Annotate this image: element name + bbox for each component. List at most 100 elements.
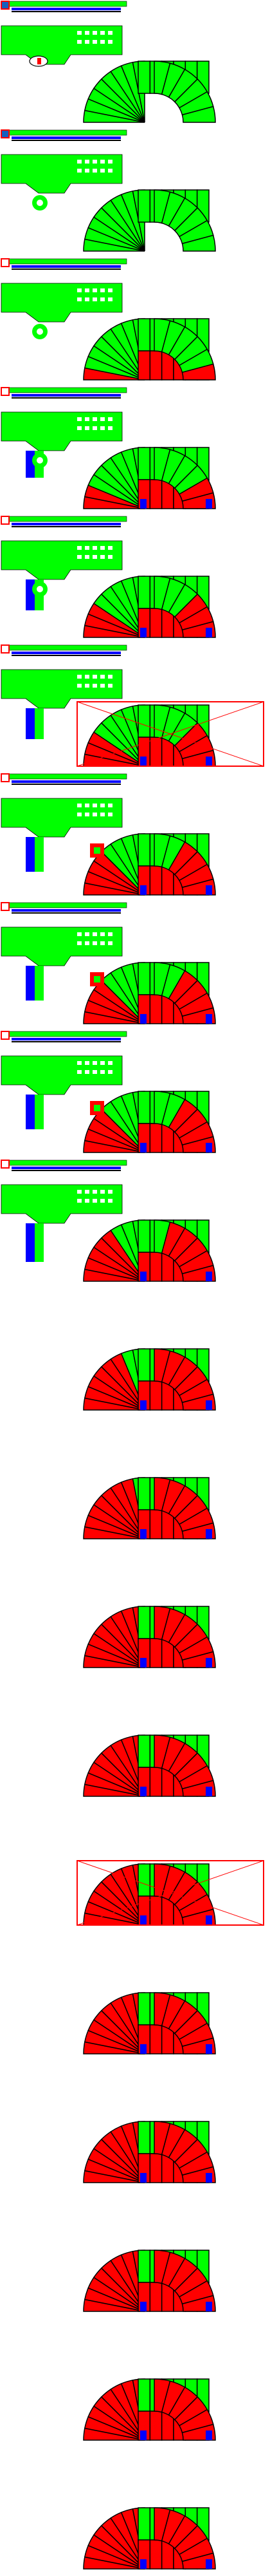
duct-straight-lower [149, 608, 163, 638]
panel-body [1, 926, 123, 966]
panel-dot [100, 160, 105, 164]
panel-corner-box [1, 644, 10, 653]
duct-straight-segment [138, 704, 151, 738]
duct-straight-segment [138, 1606, 151, 1639]
panel-body [1, 411, 123, 451]
duct-group [83, 833, 216, 896]
duct-bend-segment [181, 106, 216, 123]
panel-black-rule [12, 140, 121, 141]
duct-joint [140, 885, 147, 895]
panel-dot [77, 804, 82, 807]
frame [0, 1030, 270, 1159]
duct-joint [140, 499, 147, 509]
duct-straight-segment [138, 833, 151, 867]
panel-dot [100, 555, 105, 559]
duct-group [83, 576, 216, 638]
highlight-box [76, 1860, 264, 1926]
panel-dot [108, 555, 113, 559]
frame-canvas [83, 1477, 216, 1539]
duct-joint [206, 2559, 212, 2569]
panel-blue-strip [26, 451, 35, 478]
duct-joint [206, 2044, 212, 2054]
duct-group [83, 1992, 216, 2054]
panel-dot [77, 813, 82, 816]
duct-straight-segment [138, 2121, 151, 2154]
panel-dot [77, 160, 82, 164]
duct-straight-segment [138, 1091, 151, 1124]
duct-group [83, 1219, 216, 1282]
panel-dot [108, 288, 113, 292]
panel-dot [77, 1199, 82, 1203]
frame-canvas [83, 2378, 216, 2441]
duct-straight-segment [138, 189, 151, 223]
panel-dot [108, 160, 113, 164]
panel-body [1, 283, 123, 323]
panel-dot [108, 426, 113, 430]
panel-blue-rule [12, 394, 121, 397]
panel-dot [93, 1190, 97, 1194]
duct-joint [206, 1529, 212, 1539]
duct-straight-lower [149, 1767, 163, 1797]
frame [0, 644, 270, 773]
panel-blue-strip [26, 1223, 35, 1262]
panel-dot [108, 675, 113, 679]
frame [0, 2318, 270, 2447]
panel-dot [93, 546, 97, 550]
panel-dot [85, 932, 89, 936]
duct-joint [206, 1143, 212, 1152]
duct-straight-segment [138, 1992, 151, 2026]
frame-canvas [1, 1160, 216, 1282]
duct-joint [206, 1400, 212, 1410]
duct-joint [140, 1658, 147, 1668]
duct-group [83, 704, 216, 767]
highlight-diagonal [76, 701, 264, 767]
frame-canvas [83, 2121, 216, 2183]
panel-black-rule [12, 11, 121, 12]
panel-blue-rule [12, 652, 121, 654]
panel-dot [85, 426, 89, 430]
panel-dot [100, 426, 105, 430]
duct-joint [206, 1272, 212, 1281]
duct-joint [140, 1272, 147, 1281]
duct-straight-lower [149, 2282, 163, 2312]
duct-joint [206, 1014, 212, 1024]
panel-dot [85, 1190, 89, 1194]
panel-body [1, 669, 123, 709]
duct-group [83, 1477, 216, 1539]
panel-dot [108, 31, 113, 35]
panel-dot [100, 684, 105, 688]
panel-dot [100, 804, 105, 807]
frame [0, 1416, 270, 1545]
frame-canvas [1, 258, 216, 381]
frame [0, 1674, 270, 1803]
duct-joint [206, 2302, 212, 2311]
panel-dot [93, 169, 97, 173]
duct-joint [206, 499, 212, 509]
frame [0, 386, 270, 515]
highlight-diagonal [76, 1860, 264, 1926]
panel-dot [108, 40, 113, 44]
panel-body [1, 154, 123, 194]
panel-body [1, 540, 123, 580]
frame-canvas [1, 644, 264, 767]
chip-gear-hub [37, 586, 43, 592]
panel-dot [100, 297, 105, 301]
panel-dot [100, 417, 105, 421]
panel-dot [93, 160, 97, 164]
panel-top-band [1, 902, 127, 908]
panel-top-band [1, 773, 127, 780]
frame-canvas [1, 387, 216, 509]
duct-joint [140, 2559, 147, 2569]
panel-blue-rule [12, 136, 121, 139]
duct-joint [206, 885, 212, 895]
panel-corner-box [1, 1031, 10, 1040]
panel-dot [100, 1061, 105, 1065]
panel-top-band [1, 644, 127, 651]
panel-corner-box [1, 1, 10, 10]
duct-straight-lower [149, 1895, 163, 1926]
duct-group [83, 2378, 216, 2441]
panel-dot [100, 675, 105, 679]
panel-dot [108, 417, 113, 421]
panel-green-strip [35, 837, 44, 872]
panel-dot [93, 1061, 97, 1065]
